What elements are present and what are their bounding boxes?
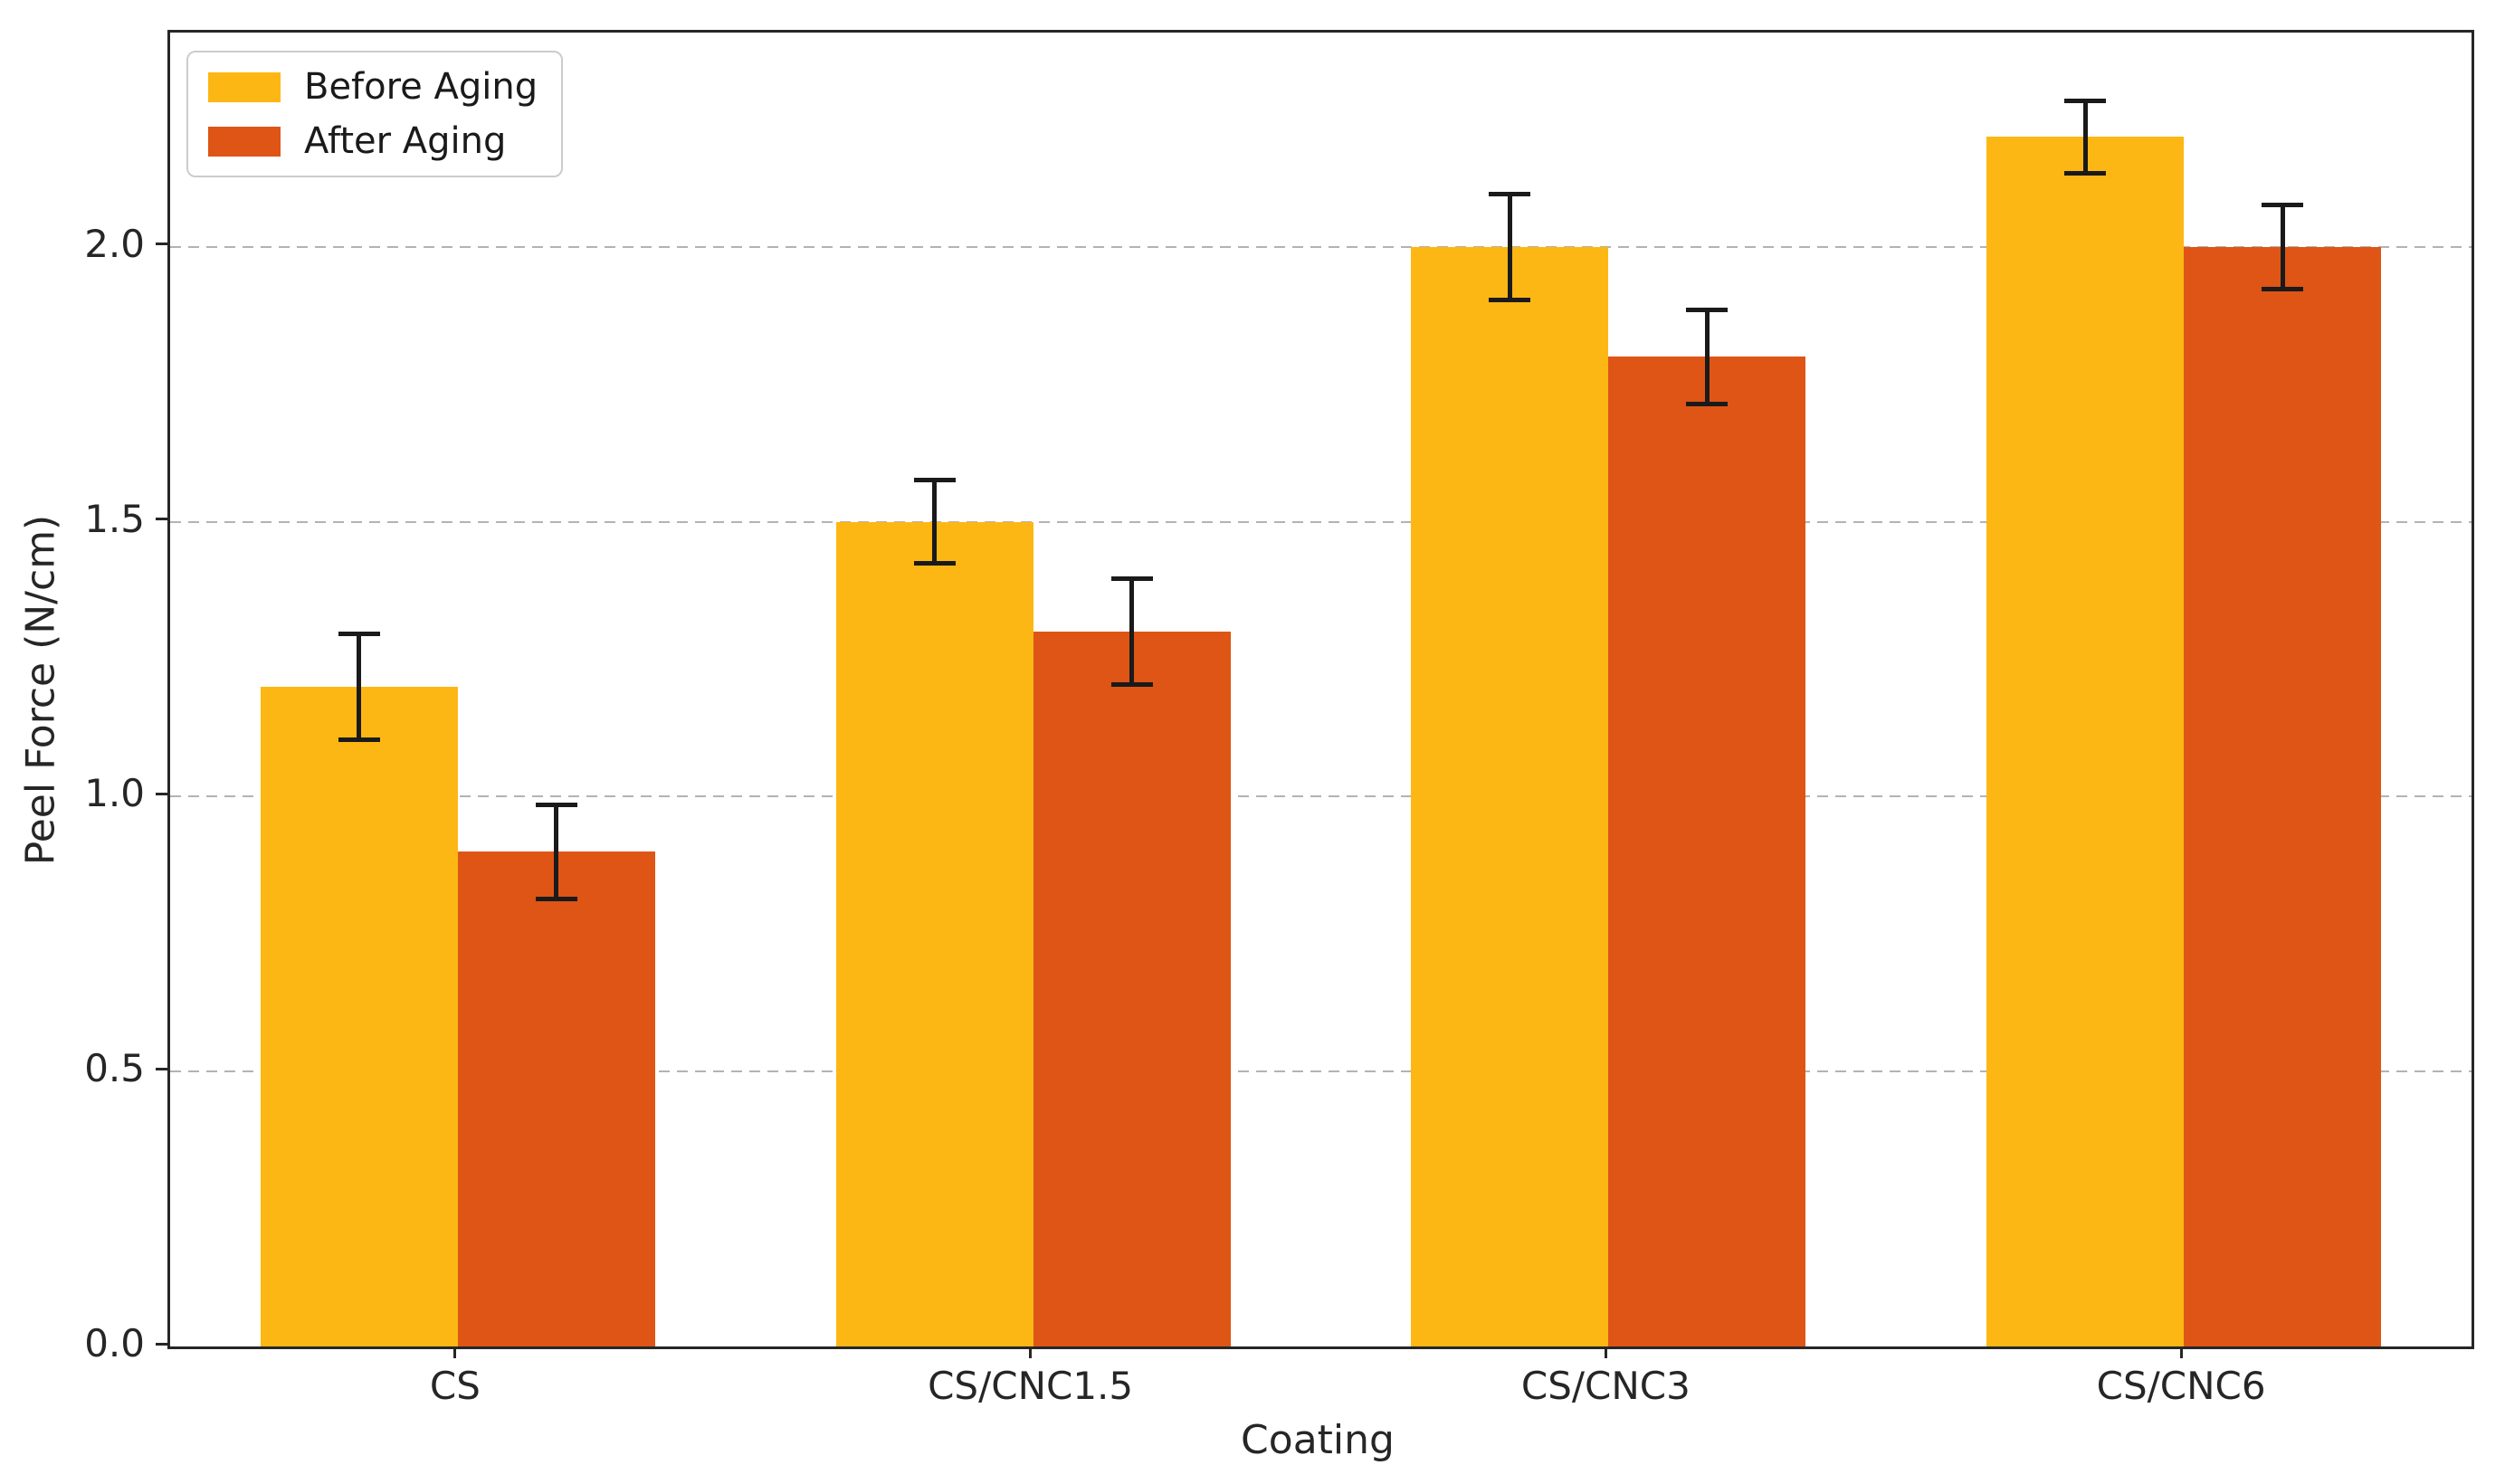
errorbar-after-aging-cs-cnc1-5 [1129,576,1135,687]
errorbar-cap [338,737,380,742]
x-tick-mark-cs-cnc6 [2179,1346,2183,1358]
gridline-y-1.5 [170,520,2472,523]
errorbar-before-aging-cs [357,632,362,742]
errorbar-cap [1489,192,1531,197]
x-tick-mark-cs-cnc1-5 [1029,1346,1033,1358]
errorbar-cap [1686,402,1729,407]
x-tick-mark-cs [453,1346,457,1358]
legend-row-before-aging: Before Aging [208,67,538,107]
x-tick-mark-cs-cnc3 [1604,1346,1607,1358]
errorbar-cap [535,802,577,807]
errorbar-cap [913,478,956,483]
gridline-y-1 [170,795,2472,798]
y-tick-mark-0.5 [156,1067,167,1070]
errorbar-cap [1110,576,1153,582]
y-tick-mark-2 [156,243,167,246]
y-axis-label: Peel Force (N/cm) [17,514,64,866]
x-tick-label-cs-cnc6: CS/CNC6 [2096,1364,2266,1408]
bar-before-aging-cs-cnc1-5 [835,521,1033,1346]
x-tick-label-cs: CS [429,1364,481,1408]
errorbar-cap [2262,203,2304,208]
x-tick-label-cs-cnc3: CS/CNC3 [1520,1364,1691,1408]
legend-label-before-aging: Before Aging [304,66,538,108]
y-tick-mark-1 [156,792,167,795]
errorbar-after-aging-cs [554,802,559,901]
x-tick-label-cs-cnc1-5: CS/CNC1.5 [928,1364,1134,1408]
errorbar-cap [913,561,956,566]
y-tick-label-1.5: 1.5 [84,496,145,541]
errorbar-cap [338,632,380,637]
legend-swatch-before-aging [208,71,281,102]
x-axis-label: Coating [1241,1417,1395,1463]
bar-before-aging-cs [260,686,458,1346]
bar-before-aging-cs-cnc6 [1986,137,2185,1346]
errorbar-cap [2064,170,2107,176]
errorbar-cap [1489,297,1531,302]
y-tick-mark-0 [156,1342,167,1346]
bar-before-aging-cs-cnc3 [1411,246,1609,1346]
plot-area: Before Aging After Aging [167,30,2474,1349]
errorbar-cap [1686,307,1729,312]
errorbar-cap [2064,98,2107,103]
errorbar-before-aging-cs-cnc3 [1507,192,1512,302]
errorbar-cap [535,896,577,901]
legend-swatch-after-aging [208,126,281,157]
gridline-y-0.5 [170,1070,2472,1073]
legend-label-after-aging: After Aging [304,120,507,162]
y-tick-label-0.0: 0.0 [84,1321,145,1365]
errorbar-after-aging-cs-cnc6 [2280,203,2285,291]
errorbar-before-aging-cs-cnc6 [2082,98,2088,176]
errorbar-cap [1110,681,1153,687]
gridline-y-2 [170,245,2472,248]
y-tick-label-1.0: 1.0 [84,771,145,816]
legend-row-after-aging: After Aging [208,121,538,161]
y-tick-label-0.5: 0.5 [84,1046,145,1091]
legend: Before Aging After Aging [186,51,564,177]
bar-after-aging-cs-cnc3 [1608,357,1806,1346]
errorbar-after-aging-cs-cnc3 [1704,307,1710,407]
bar-after-aging-cs-cnc6 [2184,246,2382,1346]
y-tick-label-2.0: 2.0 [84,221,145,266]
bar-after-aging-cs [457,851,655,1346]
errorbar-cap [2262,286,2304,291]
y-tick-mark-1.5 [156,518,167,521]
bar-after-aging-cs-cnc1-5 [1033,632,1231,1346]
errorbar-before-aging-cs-cnc1-5 [932,478,938,566]
